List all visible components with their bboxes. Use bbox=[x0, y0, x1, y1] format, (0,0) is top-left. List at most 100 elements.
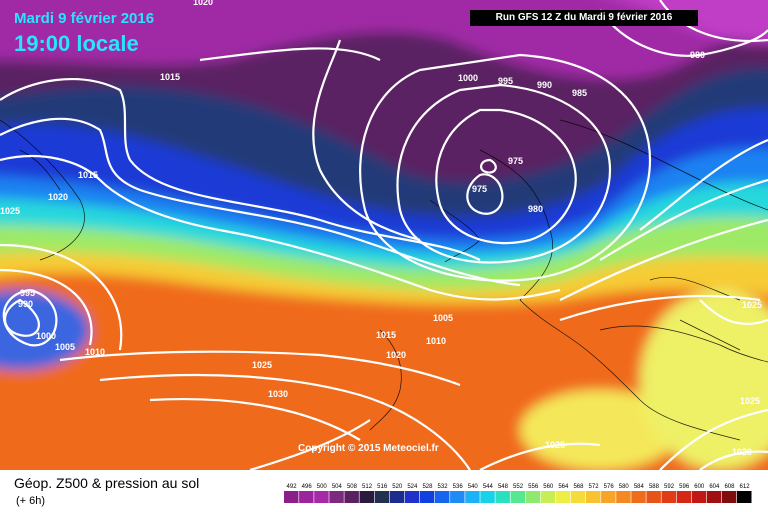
legend-swatch bbox=[314, 491, 329, 503]
legend-swatch bbox=[480, 491, 495, 503]
legend-swatch bbox=[631, 491, 646, 503]
legend-value: 504 bbox=[332, 484, 343, 490]
isobar-label: 1000 bbox=[458, 73, 478, 83]
forecast-time: 19:00 locale bbox=[14, 31, 139, 56]
legend-swatch bbox=[374, 491, 390, 503]
isobar-label: 1025 bbox=[252, 360, 272, 370]
legend-value: 508 bbox=[347, 484, 358, 490]
legend-swatch bbox=[570, 491, 586, 503]
map-title: Géop. Z500 & pression au sol bbox=[14, 475, 200, 491]
isobar-label: 990 bbox=[537, 80, 552, 90]
legend-swatch bbox=[389, 491, 405, 503]
isobar-label: 980 bbox=[528, 204, 543, 214]
copyright-notice: Copyright © 2015 Meteociel.fr bbox=[298, 443, 439, 454]
legend-swatch bbox=[435, 491, 450, 503]
isobar-label: 1015 bbox=[78, 170, 98, 180]
isobar-label: 995 bbox=[20, 288, 35, 298]
legend-value: 528 bbox=[422, 484, 433, 490]
legend-value: 548 bbox=[498, 484, 509, 490]
isobar-label: 1005 bbox=[55, 342, 75, 352]
legend-value: 592 bbox=[664, 484, 675, 490]
legend-value: 584 bbox=[634, 484, 645, 490]
legend-swatch bbox=[465, 491, 480, 503]
isobar-label: 1020 bbox=[193, 0, 213, 7]
legend-value: 580 bbox=[619, 484, 630, 490]
legend-swatch bbox=[419, 491, 435, 503]
legend-swatch bbox=[616, 491, 631, 503]
forecast-date: Mardi 9 février 2016 bbox=[14, 10, 155, 27]
legend-value: 516 bbox=[377, 484, 388, 490]
legend-swatch bbox=[737, 491, 752, 503]
isobar-label: 1030 bbox=[268, 389, 288, 399]
isobar-label: 1020 bbox=[732, 447, 752, 457]
isobar-label: 1025 bbox=[0, 206, 20, 216]
legend-value: 576 bbox=[604, 484, 615, 490]
isobar-label: 1005 bbox=[433, 313, 453, 323]
isobar-labels: 1020 980 1015 1000 995 990 985 975 975 9… bbox=[0, 0, 762, 457]
isobar-label: 1015 bbox=[160, 72, 180, 82]
legend-swatch bbox=[555, 491, 571, 503]
color-legend: 492 496 500 504 508 512 516 520 524 528 532 536 540 5… bbox=[284, 484, 752, 503]
legend-swatch bbox=[540, 491, 556, 503]
legend-value: 524 bbox=[407, 484, 418, 490]
legend-swatch bbox=[691, 491, 707, 503]
legend-swatch bbox=[706, 491, 722, 503]
isobar-label: 1020 bbox=[48, 192, 68, 202]
isobar-label: 980 bbox=[690, 50, 705, 60]
legend-value: 536 bbox=[453, 484, 464, 490]
legend-value: 568 bbox=[573, 484, 584, 490]
isobar-label: 975 bbox=[472, 184, 487, 194]
legend-swatch bbox=[525, 491, 541, 503]
legend-value: 588 bbox=[649, 484, 660, 490]
legend-swatch bbox=[329, 491, 344, 503]
legend-value: 496 bbox=[302, 484, 313, 490]
legend-value: 572 bbox=[589, 484, 600, 490]
run-info: Run GFS 12 Z du Mardi 9 février 2016 bbox=[470, 10, 698, 26]
legend-swatch bbox=[344, 491, 359, 503]
isobar-label: 1000 bbox=[36, 331, 56, 341]
legend-value: 512 bbox=[362, 484, 373, 490]
legend-value: 612 bbox=[740, 484, 751, 490]
isobar-label: 1020 bbox=[386, 350, 406, 360]
map-footer: Géop. Z500 & pression au sol (+ 6h) 492 4… bbox=[0, 470, 768, 512]
legend-value: 500 bbox=[317, 484, 328, 490]
isobar-label: 1015 bbox=[376, 330, 396, 340]
legend-swatch bbox=[721, 491, 737, 503]
isobar-label: 1025 bbox=[740, 396, 760, 406]
legend-value: 552 bbox=[513, 484, 524, 490]
legend-value: 564 bbox=[558, 484, 569, 490]
isobar-label: 1025 bbox=[742, 300, 762, 310]
legend-swatch bbox=[299, 491, 314, 503]
forecast-offset: (+ 6h) bbox=[16, 495, 46, 507]
legend-value: 492 bbox=[287, 484, 298, 490]
legend-swatch bbox=[676, 491, 692, 503]
isobar-label: 975 bbox=[508, 156, 523, 166]
coastlines bbox=[0, 119, 768, 441]
legend-swatch bbox=[601, 491, 616, 503]
legend-swatch bbox=[510, 491, 525, 503]
isobar-label: 1025 bbox=[545, 440, 565, 450]
isobar-label: 1010 bbox=[85, 347, 105, 357]
legend-swatch bbox=[359, 491, 374, 503]
legend-value: 600 bbox=[694, 484, 705, 490]
isobars bbox=[0, 0, 768, 470]
legend-swatch bbox=[450, 491, 465, 503]
isobar-label: 985 bbox=[572, 88, 587, 98]
legend-value: 560 bbox=[543, 484, 554, 490]
legend-swatch bbox=[586, 491, 601, 503]
legend-value: 520 bbox=[392, 484, 403, 490]
isobar-label: 1010 bbox=[426, 336, 446, 346]
legend-value: 556 bbox=[528, 484, 539, 490]
legend-value: 608 bbox=[724, 484, 735, 490]
isobar-label: 995 bbox=[498, 76, 513, 86]
legend-swatch bbox=[495, 491, 510, 503]
legend-value: 544 bbox=[483, 484, 494, 490]
legend-swatch bbox=[661, 491, 676, 503]
legend-value: 596 bbox=[679, 484, 690, 490]
legend-value: 532 bbox=[438, 484, 449, 490]
weather-map: 1020 980 1015 1000 995 990 985 975 975 9… bbox=[0, 0, 768, 470]
legend-swatch bbox=[646, 491, 661, 503]
legend-value: 540 bbox=[468, 484, 479, 490]
isobar-label: 990 bbox=[18, 299, 33, 309]
